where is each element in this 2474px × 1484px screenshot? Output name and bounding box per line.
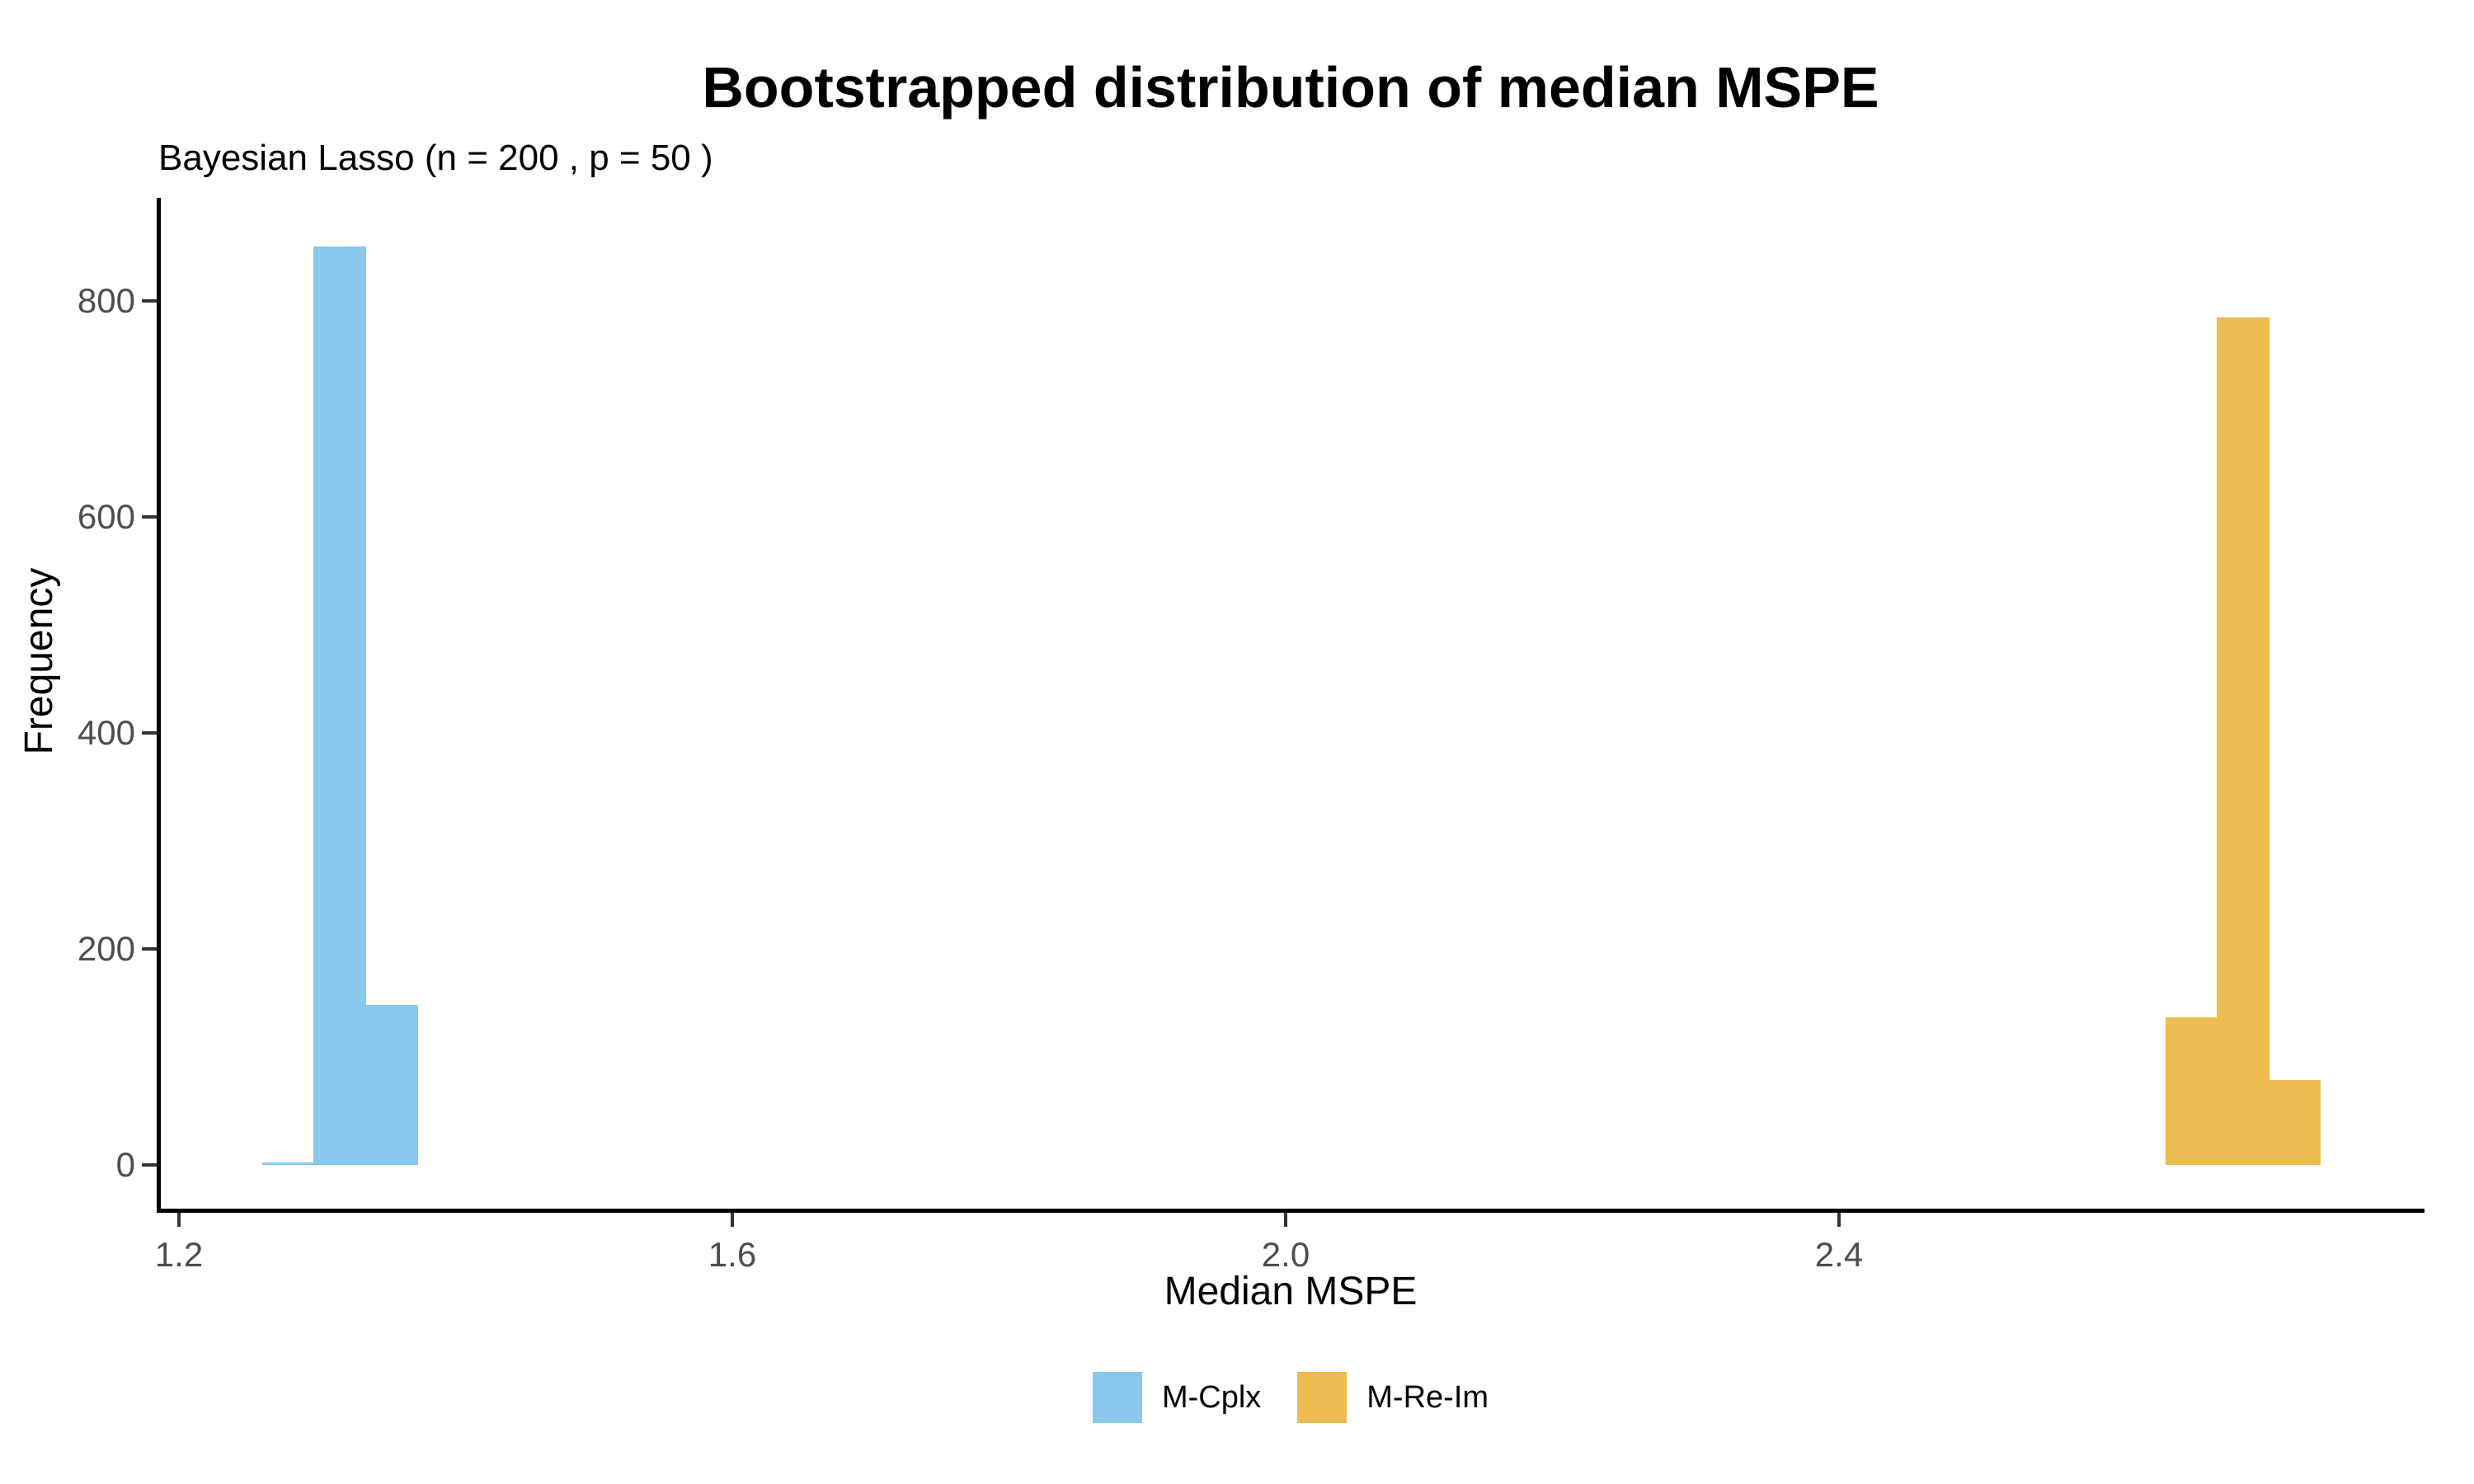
- y-axis-line: [157, 198, 161, 1213]
- histogram-bar: [2269, 1080, 2321, 1165]
- y-tick: [142, 731, 157, 735]
- x-tick: [1837, 1213, 1841, 1227]
- legend-swatch: [1092, 1372, 1142, 1423]
- y-tick-label: 800: [77, 281, 135, 320]
- histogram-bar: [2217, 317, 2269, 1165]
- legend-item: M-Re-Im: [1297, 1372, 1489, 1423]
- legend-item: M-Cplx: [1092, 1372, 1262, 1423]
- x-axis-line: [157, 1209, 2425, 1213]
- x-tick-label: 1.6: [708, 1235, 757, 1274]
- legend: M-Cplx M-Re-Im: [158, 1364, 2423, 1430]
- legend-swatch: [1297, 1372, 1348, 1423]
- y-tick: [142, 299, 157, 303]
- y-tick: [142, 947, 157, 951]
- histogram-bar: [2166, 1017, 2217, 1165]
- x-tick: [731, 1213, 734, 1227]
- y-tick-label: 400: [77, 713, 135, 752]
- chart-subtitle: Bayesian Lasso (n = 200 , p = 50 ): [158, 138, 713, 178]
- x-tick-label: 2.0: [1261, 1235, 1310, 1274]
- y-tick-label: 200: [77, 929, 135, 968]
- x-tick: [177, 1213, 181, 1227]
- y-tick-label: 600: [77, 497, 135, 536]
- histogram-bar: [365, 1005, 418, 1165]
- y-tick: [142, 1163, 157, 1167]
- legend-label: M-Re-Im: [1366, 1380, 1489, 1415]
- x-axis-title: Median MSPE: [1164, 1270, 1418, 1313]
- x-tick-label: 1.2: [154, 1235, 204, 1274]
- chart-title: Bootstrapped distribution of median MSPE: [702, 55, 1879, 120]
- legend-label: M-Cplx: [1161, 1380, 1262, 1415]
- y-tick: [142, 515, 157, 519]
- x-tick: [1284, 1213, 1287, 1227]
- y-axis-title: Frequency: [17, 567, 61, 755]
- histogram-bar: [262, 1162, 313, 1165]
- y-tick-label: 0: [115, 1145, 135, 1184]
- x-tick-label: 2.4: [1814, 1235, 1864, 1274]
- plot-panel: [158, 198, 2423, 1210]
- histogram-bar: [313, 247, 366, 1165]
